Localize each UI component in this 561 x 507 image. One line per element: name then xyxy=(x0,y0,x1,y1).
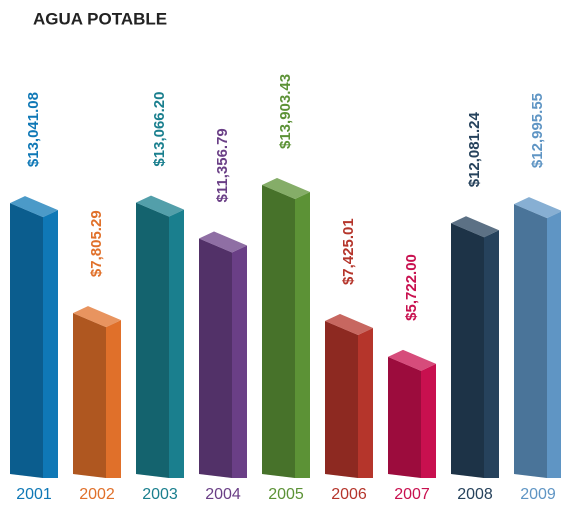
value-label: $5,722.00 xyxy=(403,254,420,321)
bar-top xyxy=(388,349,436,371)
bar-front xyxy=(388,356,421,478)
bar-top xyxy=(451,216,499,238)
value-label: $13,903.43 xyxy=(277,74,294,149)
bar-side xyxy=(106,320,121,478)
chart-title: AGUA POTABLE xyxy=(33,9,167,28)
bar xyxy=(199,231,247,478)
bar-top-light xyxy=(136,195,184,217)
bar-top-light xyxy=(325,314,373,336)
x-tick-label: 2006 xyxy=(331,486,367,503)
bar-front xyxy=(514,204,547,478)
bar-front xyxy=(451,223,484,478)
bar-top-light xyxy=(451,216,499,238)
bar-front-shade xyxy=(514,204,547,478)
bar-side xyxy=(232,245,247,478)
x-tick-label: 2002 xyxy=(79,486,115,503)
value-label: $11,356.79 xyxy=(214,128,231,202)
bar-front-shade xyxy=(262,185,295,478)
bar-side xyxy=(421,363,436,478)
bar-top-light xyxy=(10,196,58,218)
bar-front xyxy=(10,203,43,478)
x-tick-label: 2005 xyxy=(268,486,304,503)
value-label: $13,066.20 xyxy=(151,92,168,167)
bar-top xyxy=(262,178,310,199)
bar-front xyxy=(199,238,232,478)
value-label: $7,805.29 xyxy=(88,210,105,277)
bar-top xyxy=(73,306,121,328)
bar-top xyxy=(199,231,247,253)
bar-top-light xyxy=(73,306,121,328)
x-tick-label: 2004 xyxy=(205,486,241,503)
bar-top xyxy=(10,196,58,218)
bar-top-light xyxy=(388,349,436,371)
bar-side xyxy=(547,211,561,478)
bar-front xyxy=(73,313,106,478)
bar-side xyxy=(358,328,373,478)
bar xyxy=(325,314,373,478)
bar-front xyxy=(136,202,169,479)
bar-front xyxy=(325,321,358,478)
x-tick-label: 2009 xyxy=(520,486,556,503)
bar xyxy=(10,196,58,478)
bar xyxy=(73,306,121,478)
bar xyxy=(388,349,436,478)
bar-front-shade xyxy=(73,313,106,478)
bar xyxy=(262,178,310,478)
bar-front-shade xyxy=(388,356,421,478)
x-tick-label: 2001 xyxy=(16,486,52,503)
bar-side xyxy=(43,210,58,478)
x-tick-label: 2007 xyxy=(394,486,430,503)
bar-top-light xyxy=(262,178,310,199)
bar-top xyxy=(325,314,373,336)
bar-front-shade xyxy=(10,203,43,478)
bar-front-shade xyxy=(451,223,484,478)
bar xyxy=(451,216,499,478)
bar-top-light xyxy=(514,197,561,219)
value-label: $12,995.55 xyxy=(529,93,546,168)
bar xyxy=(514,197,561,478)
value-label: $13,041.08 xyxy=(25,92,42,167)
bar-front-shade xyxy=(199,238,232,478)
value-label: $12,081.24 xyxy=(466,112,483,188)
bar-top-light xyxy=(199,231,247,253)
bar-side xyxy=(295,192,310,478)
bar-front xyxy=(262,185,295,478)
bar-side xyxy=(169,209,184,479)
x-tick-label: 2008 xyxy=(457,486,493,503)
bar-top xyxy=(136,195,184,217)
bar xyxy=(136,195,184,479)
bar-front-shade xyxy=(325,321,358,478)
bar-front-shade xyxy=(136,202,169,479)
x-tick-label: 2003 xyxy=(142,486,178,503)
bar-top xyxy=(514,197,561,219)
value-label: $7,425.01 xyxy=(340,218,357,285)
bar-side xyxy=(484,230,499,478)
